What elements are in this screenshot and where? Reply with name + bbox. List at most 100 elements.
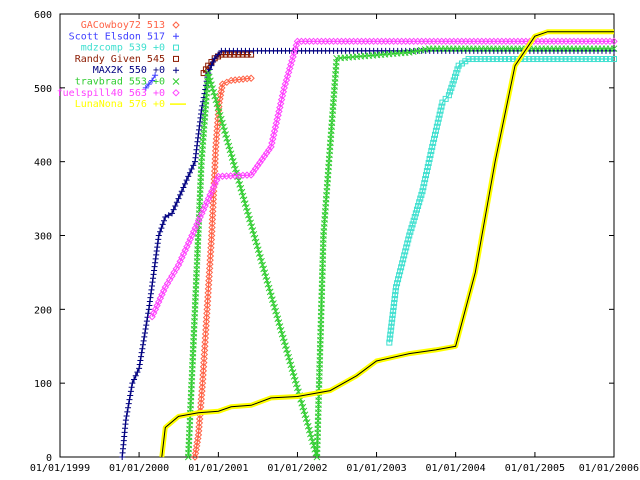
data-point <box>277 326 285 334</box>
data-point <box>311 445 319 453</box>
data-point <box>594 56 601 63</box>
data-point <box>206 248 215 256</box>
x-tick-label: 01/01/2003 <box>346 463 406 474</box>
data-point <box>308 434 315 442</box>
data-point <box>200 354 208 363</box>
series-line <box>194 77 252 458</box>
data-point <box>270 127 279 135</box>
data-point <box>173 55 179 62</box>
data-point <box>530 56 537 63</box>
data-point <box>421 46 429 53</box>
data-point <box>137 357 144 364</box>
data-point <box>510 56 517 63</box>
data-point <box>202 313 211 322</box>
data-point <box>534 56 541 63</box>
data-point <box>209 203 217 212</box>
data-point <box>400 256 407 263</box>
series-7 <box>159 29 614 458</box>
data-point <box>139 345 146 352</box>
data-point <box>205 264 214 273</box>
data-point <box>190 162 197 169</box>
data-point <box>427 151 434 158</box>
data-point <box>389 311 396 318</box>
data-point <box>426 155 433 162</box>
data-point <box>213 127 221 135</box>
data-point <box>428 147 435 154</box>
data-point <box>391 296 398 303</box>
data-point <box>195 423 203 431</box>
data-point <box>191 158 198 165</box>
data-point <box>173 199 180 206</box>
data-point <box>142 326 149 333</box>
data-point <box>203 309 211 318</box>
data-point <box>203 301 212 309</box>
data-point <box>198 379 207 387</box>
data-point <box>501 56 508 63</box>
data-point <box>407 228 414 235</box>
data-point <box>415 202 422 209</box>
data-point <box>419 188 426 195</box>
y-tick-label: 100 <box>34 379 52 390</box>
data-point <box>192 150 199 157</box>
data-point <box>243 51 250 58</box>
data-point <box>197 110 204 117</box>
data-point <box>200 346 209 355</box>
x-axis: 01/01/1999 01/01/2000 01/01/2001 01/01/2002… <box>30 14 639 474</box>
data-point <box>300 407 308 415</box>
data-point <box>451 73 458 80</box>
data-point <box>242 204 250 211</box>
data-point <box>193 142 200 149</box>
data-point <box>284 349 291 357</box>
data-point <box>194 431 203 439</box>
data-point <box>303 419 311 426</box>
y-tick-label: 400 <box>34 158 52 169</box>
data-point <box>199 371 207 379</box>
data-point <box>489 56 496 63</box>
data-point <box>217 115 225 123</box>
data-point <box>129 380 136 387</box>
data-point <box>409 221 416 228</box>
data-point <box>204 69 212 77</box>
data-point <box>202 317 211 326</box>
data-point <box>155 236 162 243</box>
data-point <box>228 154 236 161</box>
data-point <box>421 180 428 187</box>
data-point <box>207 244 215 252</box>
data-point <box>431 131 438 138</box>
data-point <box>272 119 281 127</box>
data-point <box>412 210 419 217</box>
data-point <box>241 200 249 207</box>
data-point <box>198 106 205 113</box>
legend-entry-label: GACowboy72 513 <box>81 20 165 31</box>
data-point <box>207 239 215 248</box>
data-point <box>211 92 219 100</box>
data-point <box>387 327 394 334</box>
data-point <box>442 95 449 102</box>
data-point <box>195 427 203 435</box>
data-point <box>253 242 261 250</box>
data-point <box>270 300 277 307</box>
data-point <box>250 230 258 238</box>
data-point <box>217 87 225 96</box>
data-point <box>220 123 227 131</box>
data-point <box>279 88 288 96</box>
series-layer <box>119 29 618 461</box>
data-point <box>222 131 229 138</box>
data-point <box>207 77 214 85</box>
data-point <box>578 56 585 63</box>
data-point <box>215 108 223 115</box>
data-point <box>157 228 164 235</box>
data-point <box>477 56 484 63</box>
series-line <box>151 40 614 317</box>
data-point <box>396 272 403 279</box>
data-point <box>606 56 613 63</box>
data-point <box>149 77 156 84</box>
data-point <box>159 221 166 228</box>
data-point <box>211 159 219 167</box>
data-point <box>210 171 219 179</box>
data-point <box>150 271 157 278</box>
data-point <box>243 207 251 215</box>
data-point <box>216 111 224 119</box>
data-point <box>143 318 150 325</box>
data-point <box>134 369 141 376</box>
